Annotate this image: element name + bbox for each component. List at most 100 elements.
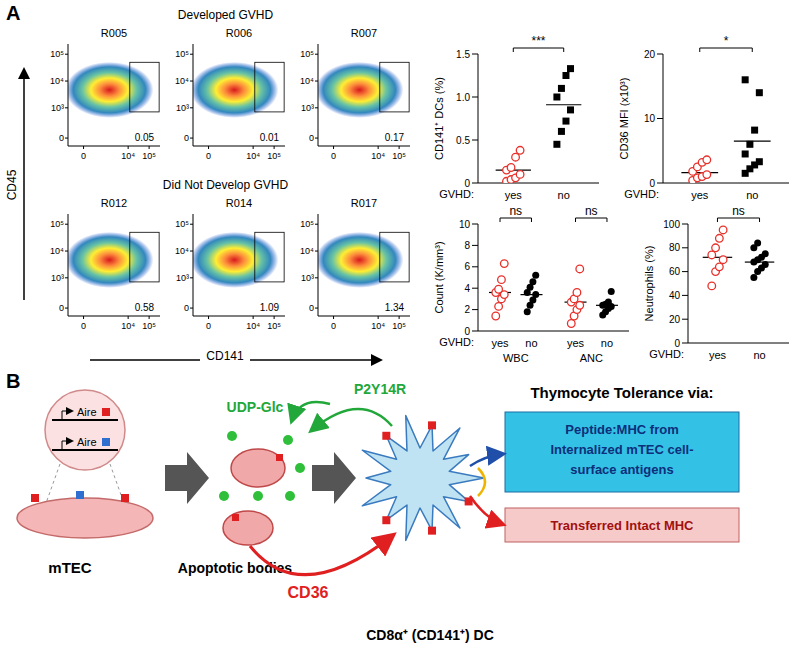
svg-text:10³: 10³	[51, 273, 64, 283]
svg-text:GVHD:: GVHD:	[624, 188, 659, 200]
svg-text:Peptide:MHC from: Peptide:MHC from	[565, 422, 678, 437]
svg-text:yes: yes	[691, 189, 709, 201]
svg-text:10⁵: 10⁵	[267, 151, 281, 161]
svg-text:B: B	[6, 370, 20, 392]
svg-text:10⁵: 10⁵	[392, 151, 406, 161]
svg-text:Aire: Aire	[77, 436, 97, 448]
svg-text:10⁴: 10⁴	[50, 76, 64, 86]
svg-text:1.5: 1.5	[456, 49, 470, 60]
svg-text:0: 0	[206, 321, 211, 331]
svg-text:UDP-Glc: UDP-Glc	[227, 399, 284, 415]
svg-text:80: 80	[669, 242, 681, 253]
svg-text:surface antigens: surface antigens	[570, 462, 673, 477]
svg-text:mTEC: mTEC	[48, 559, 92, 576]
svg-text:8: 8	[464, 240, 470, 251]
svg-text:0: 0	[309, 133, 314, 143]
svg-text:0.58: 0.58	[135, 302, 155, 313]
svg-text:0: 0	[674, 338, 680, 349]
svg-text:Aire: Aire	[77, 406, 97, 418]
svg-text:0.01: 0.01	[260, 132, 280, 143]
svg-text:0: 0	[184, 303, 189, 313]
svg-text:WBC: WBC	[503, 352, 529, 364]
svg-text:CD141: CD141	[206, 349, 244, 363]
svg-text:CD141⁺ DCs (%): CD141⁺ DCs (%)	[433, 77, 445, 160]
svg-text:0.05: 0.05	[135, 132, 155, 143]
svg-text:10⁵: 10⁵	[175, 49, 189, 59]
svg-text:R005: R005	[101, 27, 127, 39]
svg-text:P2Y14R: P2Y14R	[354, 381, 406, 397]
svg-text:0: 0	[649, 178, 655, 189]
svg-text:0: 0	[81, 321, 86, 331]
svg-text:no: no	[746, 189, 758, 201]
svg-text:no: no	[601, 337, 613, 349]
svg-text:Thymocyte Tolerance via:: Thymocyte Tolerance via:	[530, 384, 713, 401]
svg-text:10⁵: 10⁵	[267, 321, 281, 331]
svg-text:0.5: 0.5	[456, 135, 470, 146]
svg-text:0.17: 0.17	[385, 132, 405, 143]
svg-text:0: 0	[59, 133, 64, 143]
svg-text:ns: ns	[509, 204, 522, 218]
svg-text:no: no	[753, 349, 765, 361]
svg-text:R006: R006	[226, 27, 252, 39]
svg-text:4: 4	[464, 283, 470, 294]
svg-text:ns: ns	[585, 204, 598, 218]
svg-text:20: 20	[644, 49, 656, 60]
svg-text:10³: 10³	[176, 103, 189, 113]
svg-text:10⁴: 10⁴	[371, 321, 385, 331]
svg-text:10: 10	[644, 113, 656, 124]
svg-text:1.0: 1.0	[456, 92, 470, 103]
svg-text:10⁴: 10⁴	[246, 321, 260, 331]
svg-text:GVHD:: GVHD:	[439, 188, 474, 200]
svg-text:10⁴: 10⁴	[121, 321, 135, 331]
svg-text:no: no	[558, 189, 570, 201]
svg-text:10⁴: 10⁴	[121, 151, 135, 161]
svg-text:0: 0	[309, 303, 314, 313]
svg-text:10⁵: 10⁵	[300, 219, 314, 229]
svg-text:*: *	[724, 34, 729, 48]
svg-text:10⁴: 10⁴	[300, 246, 314, 256]
svg-text:40: 40	[669, 290, 681, 301]
svg-text:60: 60	[669, 266, 681, 277]
svg-text:0: 0	[81, 151, 86, 161]
svg-text:10³: 10³	[301, 103, 314, 113]
svg-text:Transferred Intact MHC: Transferred Intact MHC	[550, 518, 694, 533]
svg-text:0: 0	[184, 133, 189, 143]
svg-text:10⁵: 10⁵	[392, 321, 406, 331]
svg-text:CD45: CD45	[5, 169, 19, 200]
svg-text:10: 10	[459, 219, 471, 230]
svg-text:CD36 MFI (x10³): CD36 MFI (x10³)	[618, 78, 630, 160]
svg-text:Count (K/mm³): Count (K/mm³)	[433, 241, 445, 313]
svg-text:10⁵: 10⁵	[50, 219, 64, 229]
svg-text:10⁴: 10⁴	[175, 246, 189, 256]
svg-text:yes: yes	[709, 349, 727, 361]
svg-text:10⁴: 10⁴	[300, 76, 314, 86]
svg-text:10³: 10³	[176, 273, 189, 283]
svg-text:GVHD:: GVHD:	[649, 348, 684, 360]
svg-text:CD8α⁺ (CD141⁺) DC: CD8α⁺ (CD141⁺) DC	[366, 627, 494, 643]
svg-text:0: 0	[206, 151, 211, 161]
svg-text:Neutrophils (%): Neutrophils (%)	[643, 246, 655, 322]
svg-text:6: 6	[464, 261, 470, 272]
svg-text:0: 0	[59, 303, 64, 313]
svg-text:10⁴: 10⁴	[371, 151, 385, 161]
svg-text:0: 0	[331, 321, 336, 331]
svg-text:1.09: 1.09	[260, 302, 280, 313]
svg-text:R012: R012	[101, 197, 127, 209]
svg-text:R017: R017	[351, 197, 377, 209]
svg-text:ns: ns	[732, 204, 745, 218]
svg-text:100: 100	[663, 219, 680, 230]
svg-text:0: 0	[331, 151, 336, 161]
svg-text:10⁵: 10⁵	[50, 49, 64, 59]
svg-text:0: 0	[464, 326, 470, 337]
svg-text:Internalized mTEC cell-: Internalized mTEC cell-	[550, 442, 693, 457]
svg-text:GVHD:: GVHD:	[439, 336, 474, 348]
svg-text:R014: R014	[226, 197, 252, 209]
svg-text:20: 20	[669, 314, 681, 325]
svg-text:10⁵: 10⁵	[142, 321, 156, 331]
svg-text:10⁴: 10⁴	[50, 246, 64, 256]
svg-text:no: no	[525, 337, 537, 349]
svg-text:***: ***	[531, 34, 545, 48]
svg-text:10⁵: 10⁵	[142, 151, 156, 161]
svg-text:yes: yes	[567, 337, 585, 349]
svg-text:0: 0	[464, 178, 470, 189]
